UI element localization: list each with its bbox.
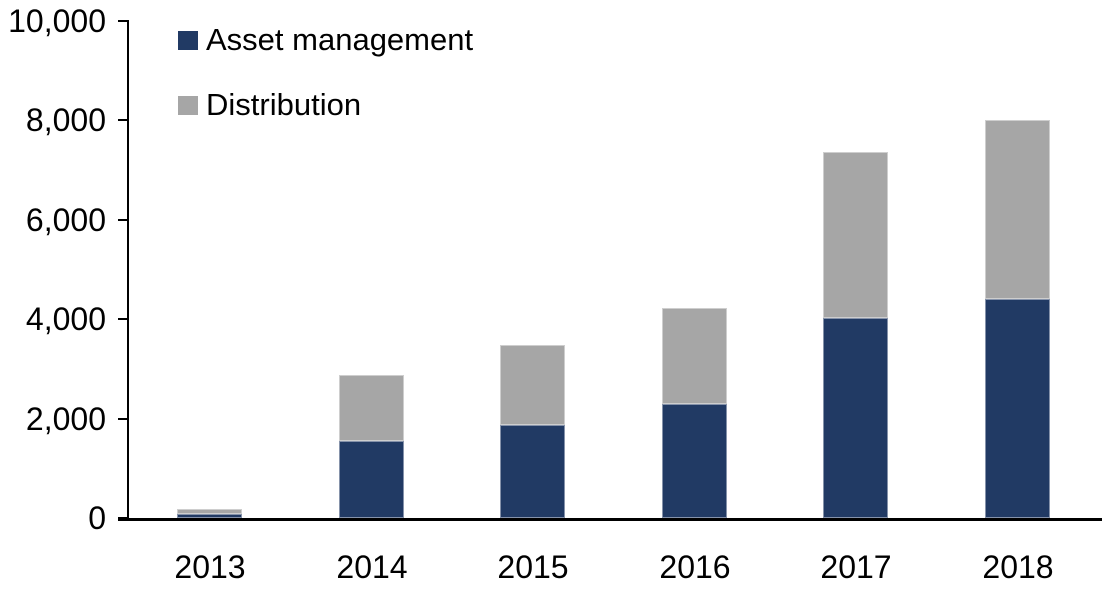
legend-item-distribution: Distribution xyxy=(178,87,362,122)
bar-2018-segment-distribution xyxy=(985,120,1050,299)
bar-2018-segment-asset-management xyxy=(985,299,1050,518)
y-axis-tick-label: 10,000 xyxy=(8,3,106,39)
legend-label-distribution: Distribution xyxy=(206,87,362,122)
bar-2015-segment-distribution xyxy=(500,345,565,425)
legend-item-asset-management: Asset management xyxy=(178,22,474,57)
bar-2013-segment-asset-management xyxy=(177,514,242,518)
y-axis-tick-label: 0 xyxy=(88,500,106,536)
bar-2017-segment-distribution xyxy=(823,152,888,318)
x-axis-line xyxy=(118,518,1102,521)
bar-2016-segment-distribution xyxy=(662,308,727,404)
bar-2015-segment-asset-management xyxy=(500,425,565,518)
bar-2016-segment-asset-management xyxy=(662,404,727,518)
x-axis-tick-label-2016: 2016 xyxy=(659,549,731,585)
legend-swatch-asset-management xyxy=(178,30,198,50)
y-axis-tick-mark xyxy=(118,218,129,221)
legend-label-asset-management: Asset management xyxy=(206,22,474,57)
y-axis-tick-mark xyxy=(118,318,129,321)
bar-2014-segment-distribution xyxy=(339,375,404,441)
x-axis-tick-label-2015: 2015 xyxy=(497,549,569,585)
y-axis-tick-label: 6,000 xyxy=(25,201,106,238)
x-axis-tick-label-2017: 2017 xyxy=(820,549,892,585)
y-axis-tick-label: 8,000 xyxy=(25,102,106,139)
x-axis-tick-label-2014: 2014 xyxy=(336,549,408,585)
x-axis-tick-label-2018: 2018 xyxy=(982,549,1054,585)
x-axis-tick-label-2013: 2013 xyxy=(174,549,246,585)
bar-2017-segment-asset-management xyxy=(823,318,888,518)
bar-2014-segment-asset-management xyxy=(339,441,404,518)
y-axis-tick-mark xyxy=(118,119,129,122)
y-axis-tick-label: 2,000 xyxy=(25,400,106,437)
legend-swatch-distribution xyxy=(178,95,198,115)
bar-2013-segment-distribution xyxy=(177,509,242,514)
y-axis-tick-mark xyxy=(118,20,129,22)
y-axis-tick-mark xyxy=(118,417,129,420)
y-axis-tick-label: 4,000 xyxy=(25,301,106,338)
y-axis-line xyxy=(127,21,129,521)
